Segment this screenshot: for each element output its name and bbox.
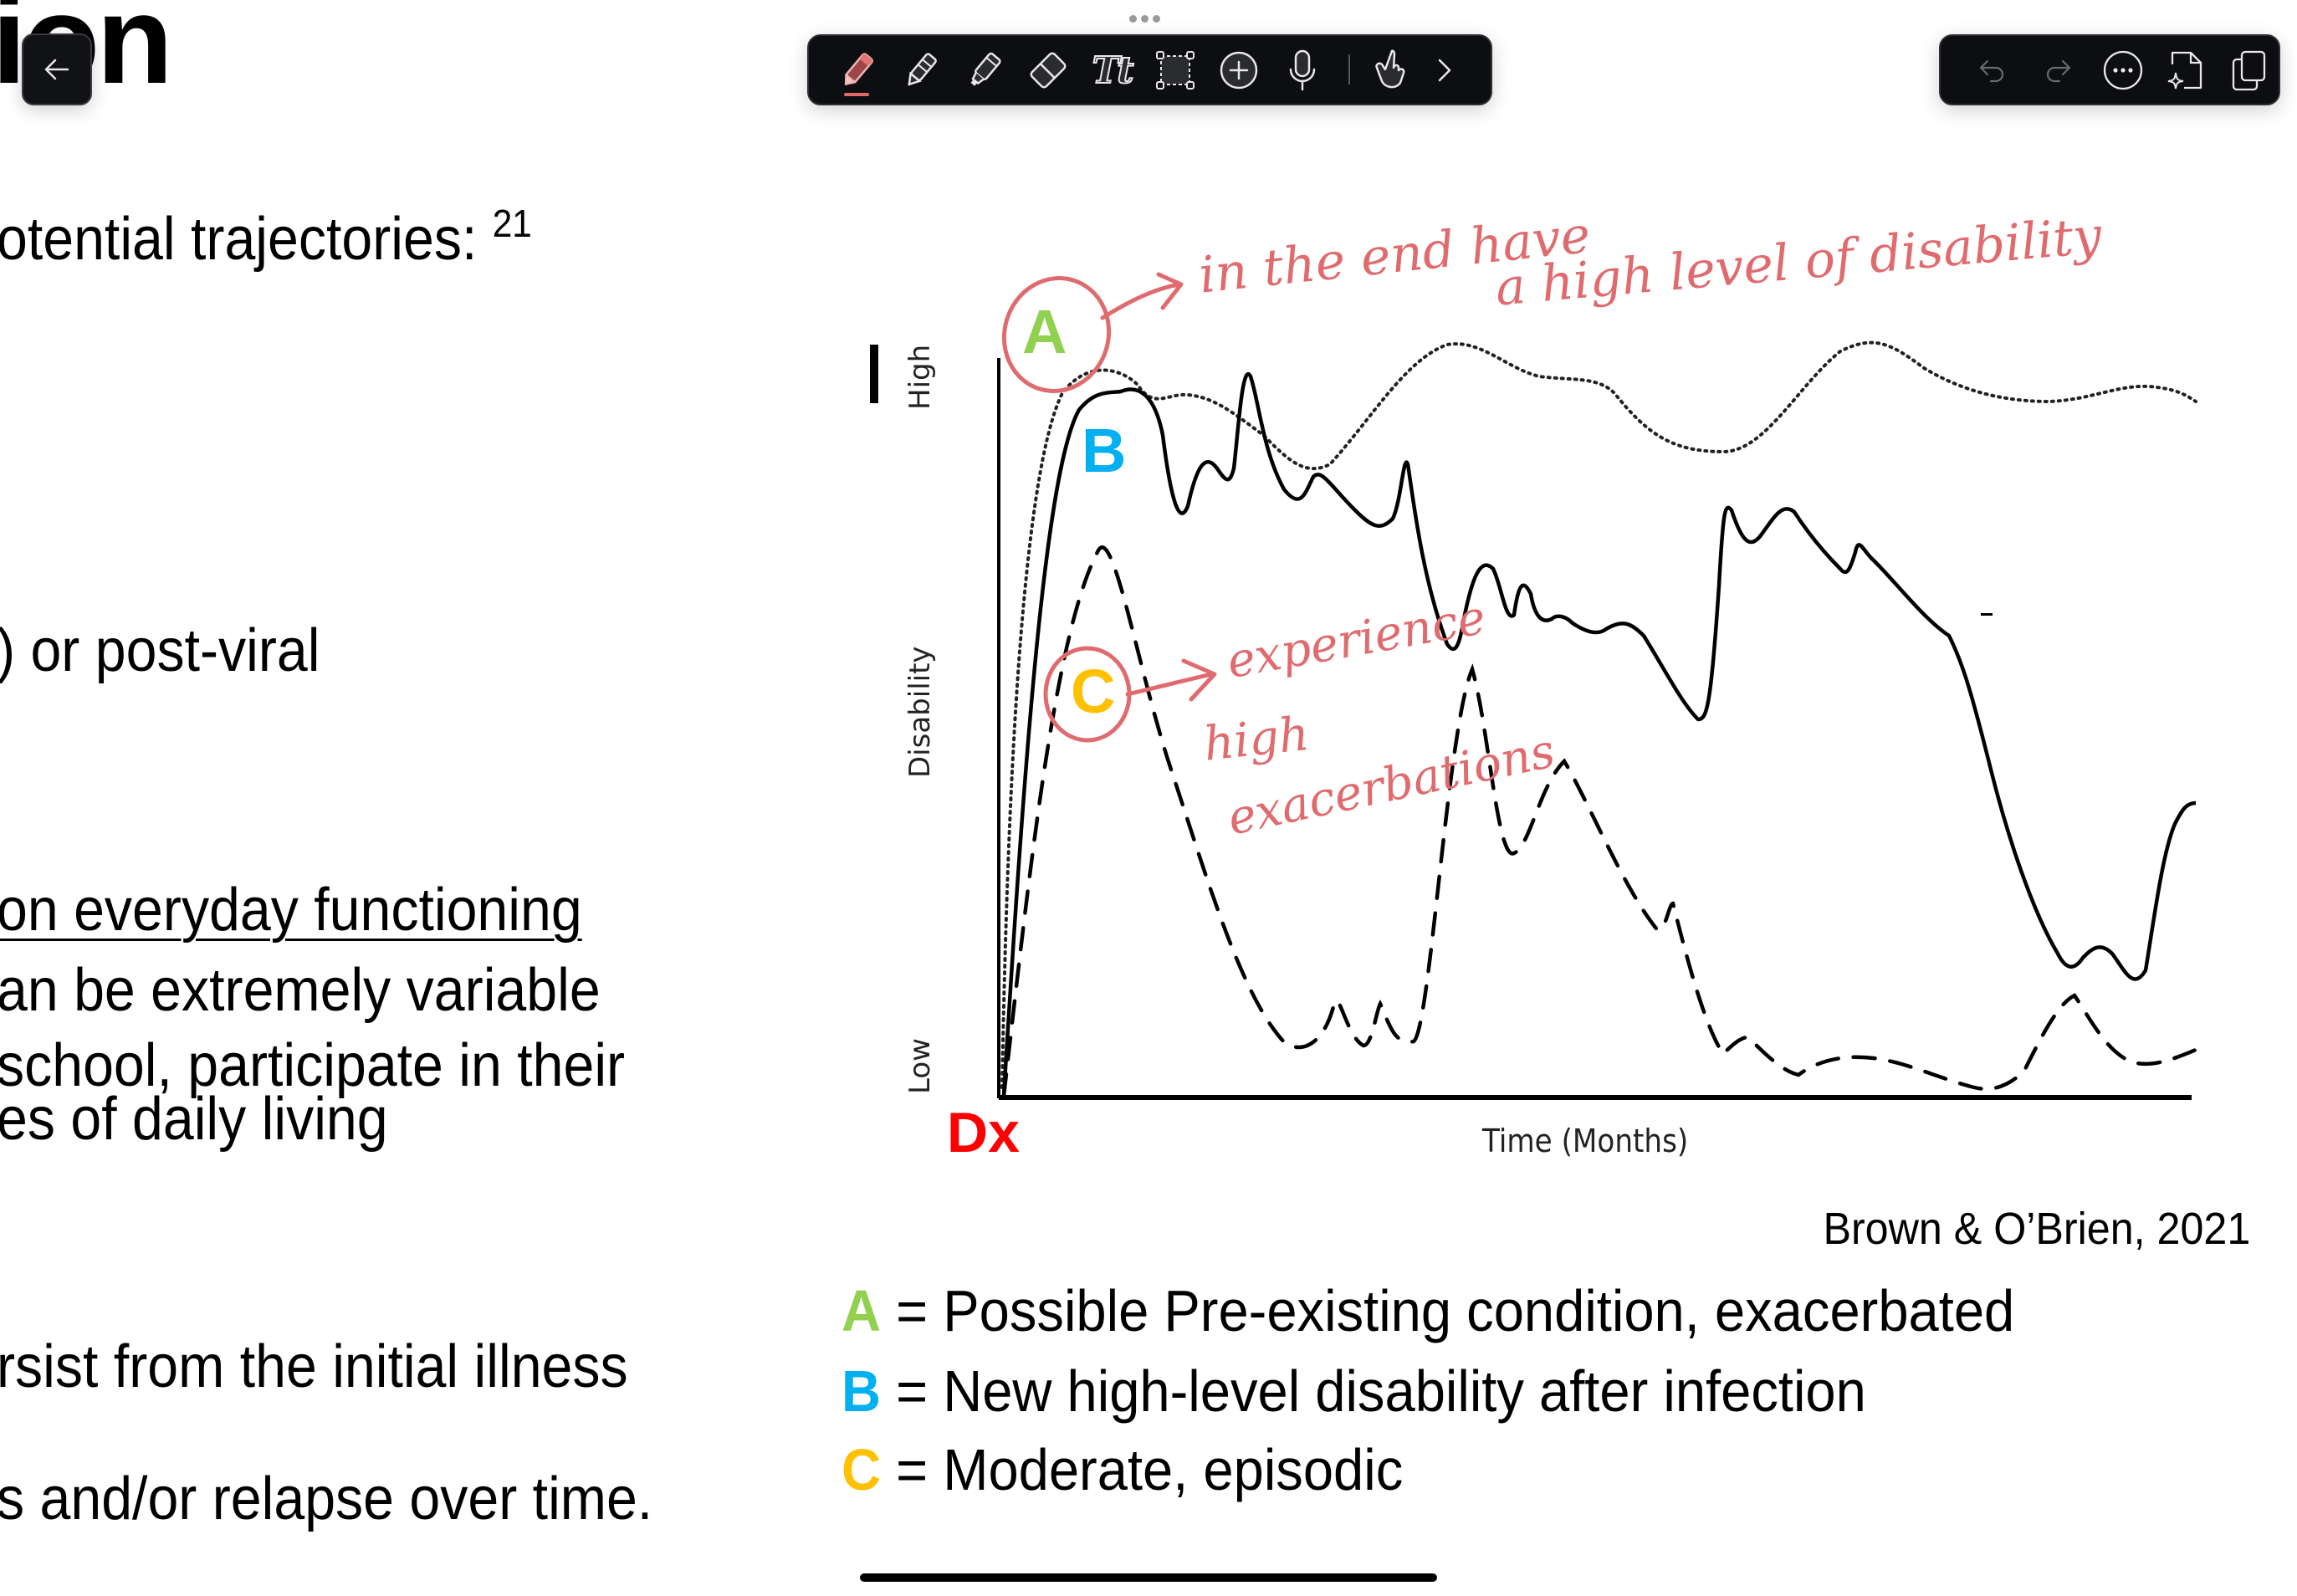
everyday-functioning-heading: on everyday functioning [0,877,582,944]
circle-around-c [1043,646,1132,743]
chevron-right-icon [1438,59,1451,82]
x-axis-title: Time (Months) [1482,1123,1689,1159]
arrow-a [1100,272,1184,320]
legend-item-a: A = Possible Pre-existing condition, exa… [842,1281,2014,1340]
marker-c-label: C [1071,657,1116,726]
redo-icon [2046,59,2071,83]
diagnosis-origin-label: Dx [947,1101,1020,1164]
annotation-c-line2: high [1201,706,1312,772]
pen-tool[interactable] [832,46,882,95]
document-sparkle-icon [2167,51,2202,90]
legend-b-letter: B [842,1358,882,1424]
redo-button[interactable] [2034,48,2081,93]
pencil-tool[interactable] [896,46,946,95]
document-toolbar [1939,34,2280,105]
toolbar-separator [1348,54,1350,84]
text-tool[interactable]: Tt [1087,46,1137,95]
lasso-select-tool[interactable] [1150,46,1200,95]
school-line: school, participate in their [0,1032,626,1099]
hand-pointer-icon [1375,49,1405,89]
home-indicator[interactable] [860,1573,1437,1582]
legend-c-letter: C [842,1437,882,1502]
legend-c-text: = Moderate, episodic [881,1437,1404,1502]
legend-a-text: = Possible Pre-existing condition, exace… [881,1278,2015,1343]
curve-a-dotted [1000,340,2197,1089]
trajectories-text: otential trajectories: [0,206,493,273]
post-viral-line: ) or post-viral [0,617,320,684]
figure-citation: Brown & O’Brien, 2021 [1823,1204,2250,1254]
more-tools-button[interactable] [1428,46,1461,95]
more-options-button[interactable] [2100,48,2146,93]
touch-draw-tool[interactable] [1363,46,1413,95]
legend-a-letter: A [842,1278,882,1343]
citation-superscript: 21 [492,202,532,245]
marker-a-label: A [1022,297,1067,366]
ai-document-button[interactable] [2163,48,2210,93]
arrow-c [1125,658,1217,702]
text-cursor-mark [870,345,878,403]
microphone-icon [1289,49,1316,91]
relapse-line: s and/or relapse over time. [0,1466,653,1532]
copy-pages-icon [2232,50,2266,91]
persist-line: rsist from the initial illness [0,1333,628,1400]
drawing-toolbar: Tt [807,34,1492,105]
ellipsis-circle-icon [2103,50,2143,90]
toolbar-drag-handle[interactable] [1129,15,1160,23]
legend-b-text: = New high-level disability after infect… [881,1358,1866,1424]
pen-icon [844,53,873,86]
selection-icon [1156,51,1195,90]
back-button[interactable] [22,33,92,105]
pencil-icon [908,53,937,86]
arrow-left-icon [44,59,69,80]
undo-icon [1979,59,2004,83]
circle-around-a [1001,276,1112,393]
highlighter-tool[interactable] [959,46,1010,95]
undo-button[interactable] [1969,48,2016,93]
curve-c-dashed [1001,545,2198,1098]
microphone-tool[interactable] [1277,46,1328,95]
daily-living-line: es of daily living [0,1086,388,1153]
variable-line: an be extremely variable [0,957,601,1024]
legend-item-c: C = Moderate, episodic [842,1440,1403,1499]
marker-b-label: B [1082,416,1127,485]
pages-button[interactable] [2225,48,2272,93]
eraser-tool[interactable] [1023,46,1073,95]
curve-b-solid [1001,372,2197,1097]
text-icon: Tt [1091,49,1134,93]
eraser-icon [1030,52,1067,89]
plus-circle-icon [1220,51,1258,90]
active-tool-indicator [844,93,869,96]
trajectories-line: otential trajectories: 21 [0,204,532,269]
highlighter-icon [970,52,1001,86]
legend-item-b: B = New high-level disability after infe… [842,1362,1866,1420]
chart-stray-mark [1981,613,1993,616]
add-element-tool[interactable] [1214,46,1264,95]
